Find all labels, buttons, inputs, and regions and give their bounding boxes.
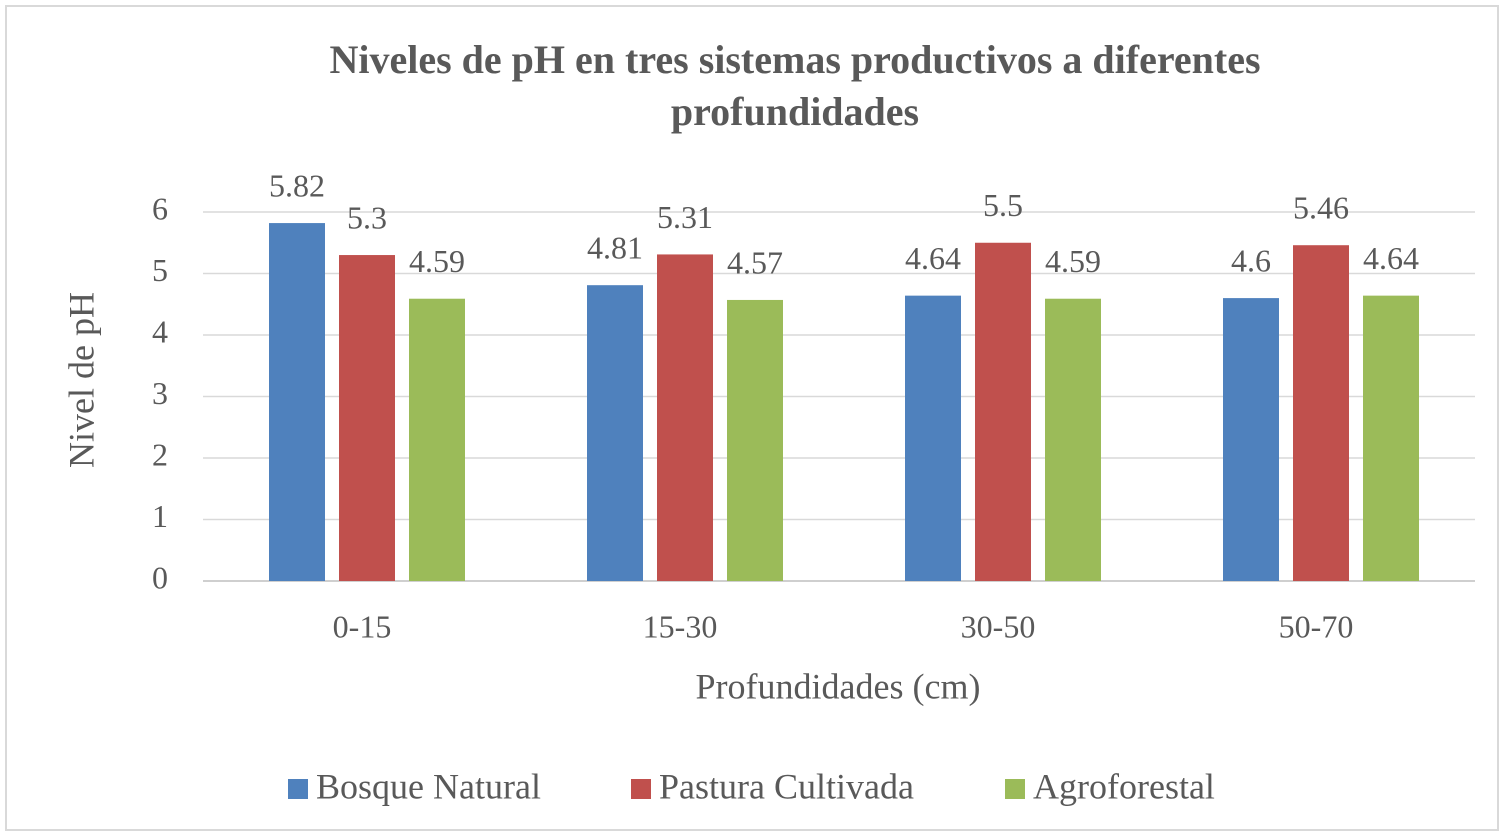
y-tick-label: 4 [152,313,168,349]
bar [905,295,961,581]
bar [269,223,325,581]
bar [975,242,1031,581]
bar [657,254,713,581]
legend-swatch [288,779,308,799]
data-label: 5.46 [1293,190,1349,226]
data-label: 5.3 [347,199,387,235]
x-tick-label: 15-30 [643,608,718,644]
y-tick-label: 2 [152,436,168,472]
legend-label: Bosque Natural [316,766,541,806]
data-label: 4.6 [1231,242,1271,278]
y-tick-label: 6 [152,190,168,226]
y-tick-label: 1 [152,498,168,534]
x-tick-label: 0-15 [333,608,392,644]
x-tick-label: 50-70 [1279,608,1354,644]
bar [1293,245,1349,581]
bar [1045,298,1101,581]
data-label: 5.31 [657,199,713,235]
bar [587,285,643,581]
bar [1223,298,1279,581]
y-tick-label: 3 [152,375,168,411]
bar [409,298,465,581]
data-label: 4.81 [587,230,643,266]
data-label: 5.82 [269,167,325,203]
legend-label: Agroforestal [1033,766,1215,806]
y-axis-label: Nivel de pH [61,292,101,468]
chart-border [5,5,1499,831]
bar [1363,295,1419,581]
data-label: 4.64 [905,240,961,276]
y-tick-label: 0 [152,559,168,595]
legend-swatch [1005,779,1025,799]
data-label: 4.59 [409,243,465,279]
chart-title: Niveles de pH en tres sistemas productiv… [329,37,1261,134]
data-label: 5.5 [983,187,1023,223]
bar [339,255,395,582]
legend-swatch [631,779,651,799]
bar [727,299,783,581]
legend-label: Pastura Cultivada [659,766,914,806]
data-label: 4.59 [1045,243,1101,279]
y-tick-label: 5 [152,252,168,288]
data-label: 4.64 [1363,240,1419,276]
x-tick-label: 30-50 [961,608,1036,644]
x-axis-label: Profundidades (cm) [696,666,981,706]
data-label: 4.57 [727,244,783,280]
